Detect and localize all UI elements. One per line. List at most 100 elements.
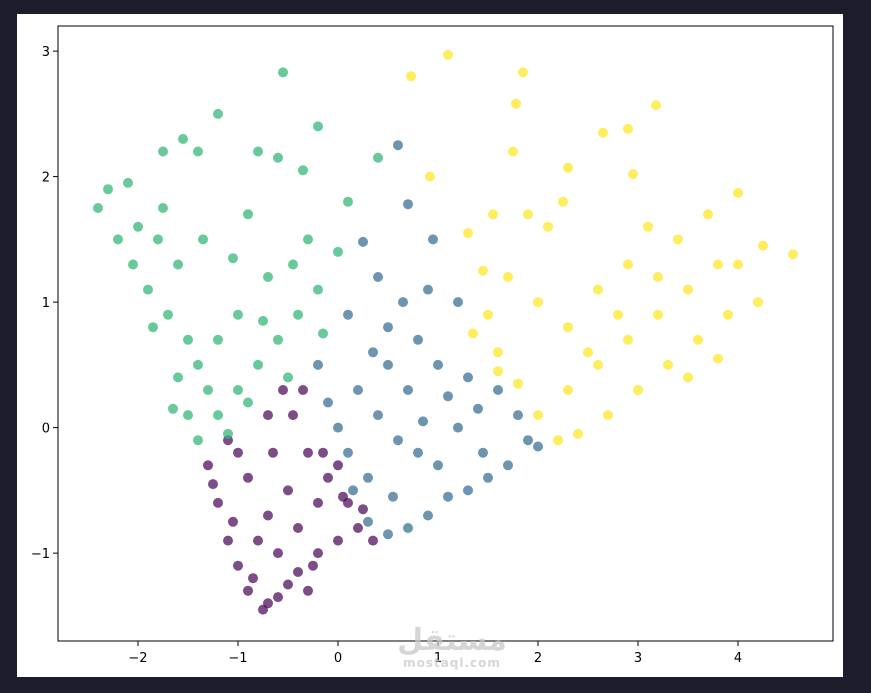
x-tick-label: 4 [734, 651, 742, 666]
data-point-cluster-3 [203, 385, 213, 395]
data-point-cluster-2 [388, 491, 398, 502]
data-point-cluster-4 [628, 169, 638, 180]
y-tick-label: 1 [42, 296, 50, 311]
data-point-cluster-3 [193, 146, 203, 157]
data-point-cluster-4 [643, 221, 653, 232]
data-point-cluster-4 [733, 259, 743, 270]
data-point-cluster-1 [273, 548, 283, 559]
x-tick-label: 2 [534, 651, 542, 666]
chart-figure: −2 −1 0 1 2 3 4 −1 0 1 2 3 مستقل mostaql.com [17, 14, 843, 677]
data-point-cluster-2 [483, 472, 493, 483]
data-point-cluster-4 [513, 378, 523, 389]
data-point-cluster-3 [178, 134, 188, 144]
data-point-cluster-2 [423, 510, 433, 521]
data-point-cluster-3 [263, 272, 273, 282]
data-point-cluster-2 [358, 236, 368, 247]
data-point-cluster-2 [433, 359, 443, 370]
data-point-cluster-1 [213, 497, 223, 508]
data-point-cluster-4 [693, 334, 703, 345]
data-point-cluster-1 [243, 472, 253, 483]
data-point-cluster-3 [333, 246, 343, 257]
data-point-cluster-3 [103, 184, 113, 195]
data-point-cluster-4 [503, 272, 513, 282]
x-tick-label: −1 [228, 651, 247, 666]
data-point-cluster-2 [418, 416, 428, 427]
data-point-cluster-3 [163, 309, 173, 320]
data-point-cluster-4 [603, 410, 613, 421]
data-point-cluster-3 [173, 259, 183, 270]
data-point-cluster-2 [403, 523, 413, 533]
data-point-cluster-2 [433, 460, 443, 471]
data-point-cluster-3 [193, 359, 203, 370]
data-point-cluster-4 [653, 309, 663, 320]
data-point-cluster-1 [318, 447, 328, 458]
x-tick-label: −2 [128, 651, 147, 666]
data-point-cluster-2 [403, 385, 413, 395]
watermark-logo-text: مستقل [397, 623, 507, 658]
data-point-cluster-1 [353, 523, 363, 533]
data-point-cluster-1 [228, 516, 238, 527]
y-tick-label: 2 [42, 171, 50, 186]
data-point-cluster-3 [173, 372, 183, 383]
data-point-cluster-4 [593, 284, 603, 295]
data-point-cluster-4 [598, 127, 608, 138]
x-tick-label: 3 [634, 651, 642, 666]
data-point-cluster-2 [523, 435, 533, 446]
data-point-cluster-1 [313, 548, 323, 559]
watermark: مستقل mostaql.com [377, 623, 527, 671]
data-point-cluster-3 [158, 203, 168, 213]
scatter-plot: −2 −1 0 1 2 3 4 −1 0 1 2 3 [31, 25, 834, 666]
data-point-cluster-3 [343, 196, 353, 207]
data-point-cluster-4 [683, 372, 693, 383]
data-point-cluster-4 [483, 309, 493, 320]
y-tick-label: −1 [31, 547, 50, 562]
data-point-cluster-4 [518, 67, 528, 78]
data-point-cluster-4 [425, 171, 435, 182]
data-point-cluster-4 [468, 328, 478, 339]
data-point-cluster-2 [473, 403, 483, 414]
data-point-cluster-2 [413, 447, 423, 458]
data-point-cluster-3 [133, 221, 143, 232]
data-point-cluster-2 [368, 347, 378, 358]
data-point-cluster-3 [233, 385, 243, 395]
data-point-cluster-4 [788, 249, 798, 260]
data-point-cluster-3 [318, 328, 328, 339]
x-tick-label: 1 [434, 651, 442, 666]
data-point-cluster-1 [308, 560, 318, 571]
data-point-cluster-1 [208, 479, 218, 490]
data-point-cluster-4 [673, 234, 683, 245]
data-point-cluster-1 [233, 447, 243, 458]
data-point-cluster-4 [533, 410, 543, 421]
data-point-cluster-1 [333, 460, 343, 471]
data-point-cluster-4 [713, 353, 723, 364]
data-point-cluster-4 [553, 435, 563, 446]
data-point-cluster-2 [363, 472, 373, 483]
data-point-cluster-4 [593, 359, 603, 370]
data-point-cluster-3 [168, 403, 178, 414]
data-point-cluster-3 [193, 435, 203, 446]
data-point-cluster-3 [233, 309, 243, 320]
data-point-cluster-1 [298, 385, 308, 395]
data-point-cluster-4 [573, 428, 583, 439]
data-point-cluster-3 [258, 315, 268, 326]
data-point-cluster-3 [293, 309, 303, 320]
data-point-cluster-1 [278, 385, 288, 395]
data-point-cluster-4 [583, 347, 593, 358]
data-point-cluster-1 [368, 535, 378, 546]
data-point-cluster-4 [733, 187, 743, 198]
data-point-cluster-3 [243, 209, 253, 220]
data-point-cluster-3 [153, 234, 163, 245]
data-point-cluster-4 [488, 209, 498, 220]
data-point-cluster-3 [158, 146, 168, 157]
data-point-cluster-2 [393, 435, 403, 446]
data-point-cluster-4 [563, 385, 573, 395]
data-point-cluster-4 [683, 284, 693, 295]
data-point-cluster-2 [478, 447, 488, 458]
data-point-cluster-1 [358, 504, 368, 515]
data-point-cluster-2 [463, 485, 473, 496]
data-point-cluster-4 [443, 49, 453, 60]
data-point-cluster-3 [303, 234, 313, 245]
data-point-cluster-4 [523, 209, 533, 220]
data-point-cluster-4 [663, 359, 673, 370]
data-point-cluster-2 [393, 140, 403, 151]
